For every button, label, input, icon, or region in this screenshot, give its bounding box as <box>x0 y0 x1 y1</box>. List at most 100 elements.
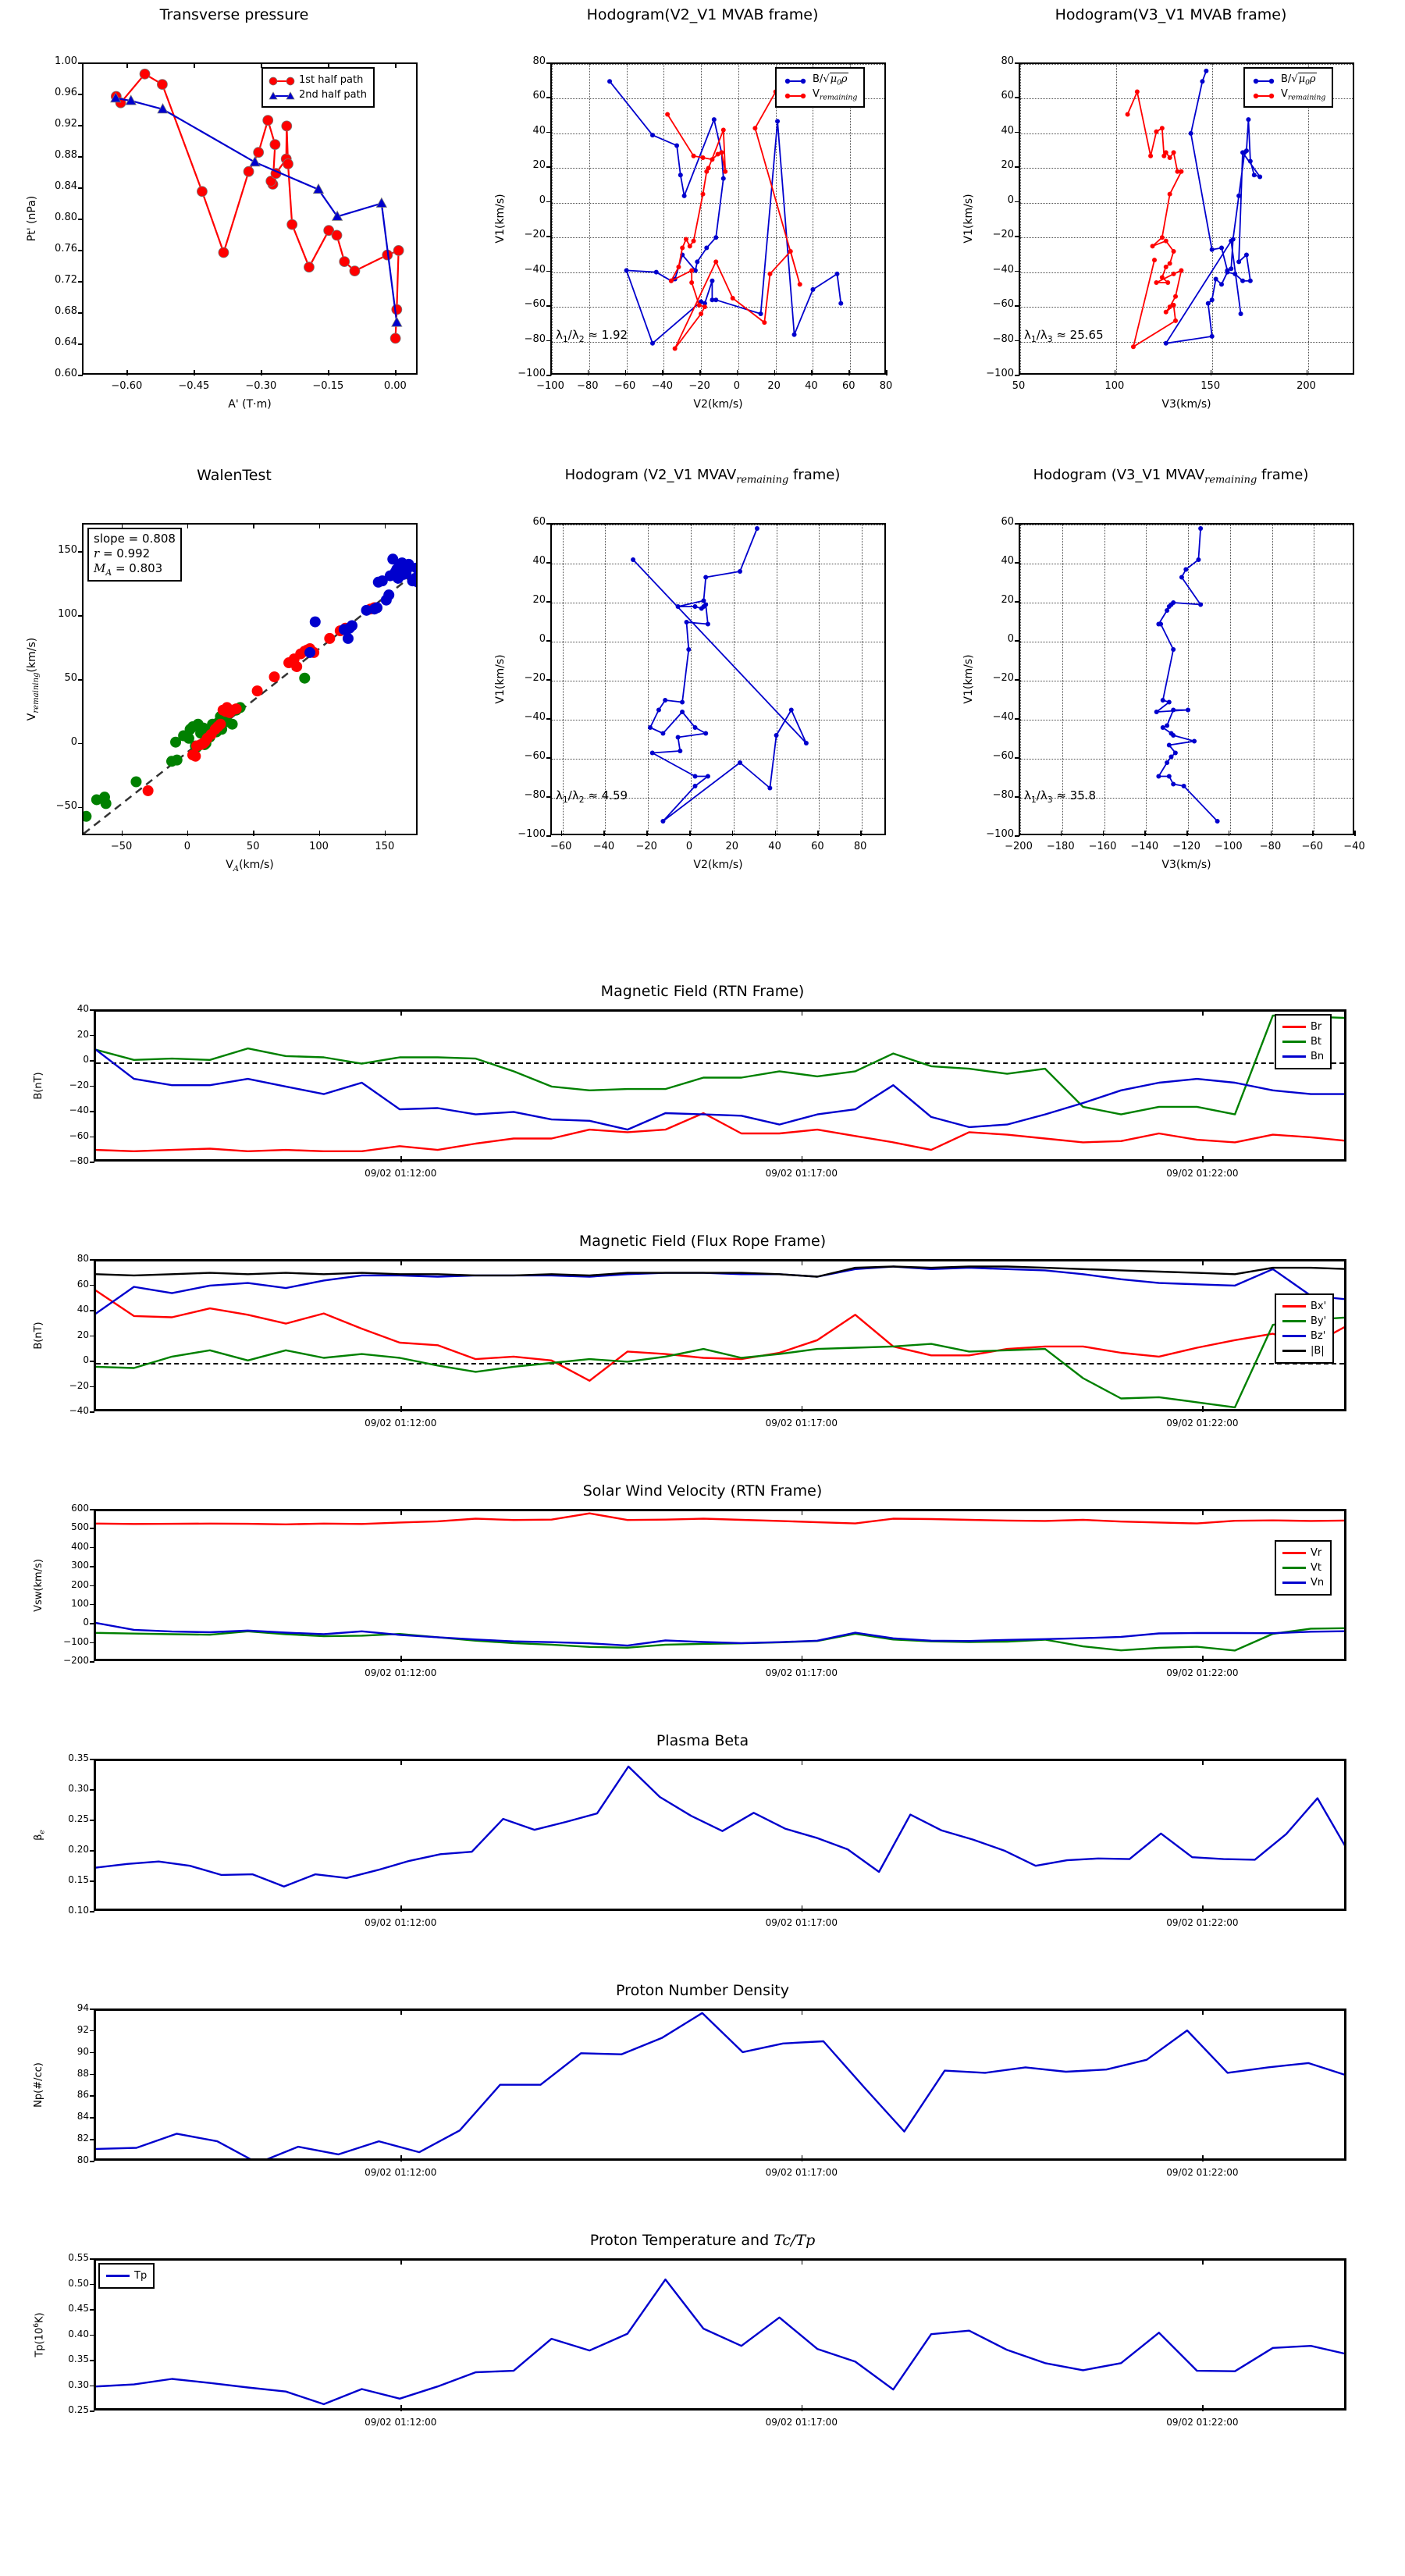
y-tick-label: 0 <box>83 1617 89 1628</box>
x-tick-mark <box>860 831 862 836</box>
legend-line <box>1282 1041 1306 1043</box>
y-axis-label: Vsw(km/s) <box>33 1558 44 1612</box>
y-tick-label: −40 <box>524 263 546 276</box>
y-tick-mark <box>1015 97 1019 98</box>
x-tick-label: −120 <box>1172 841 1200 852</box>
y-tick-label: 86 <box>76 2089 89 2101</box>
legend-marker <box>1251 76 1276 85</box>
x-tick-mark <box>318 831 321 836</box>
y-tick-mark <box>546 523 551 525</box>
y-tick-label: −40 <box>524 711 546 723</box>
y-tick-label: 40 <box>532 555 546 567</box>
x-tick-label: 50 <box>1012 380 1026 392</box>
legend-label: B/√μ0ρ <box>813 72 848 87</box>
y-tick-label: 82 <box>76 2133 89 2144</box>
x-tick-label: 20 <box>725 841 739 852</box>
y-tick-mark <box>90 1411 94 1413</box>
gridline-vertical <box>1020 525 1022 834</box>
x-tick-label: −160 <box>1088 841 1117 852</box>
x-axis-label: V2(km/s) <box>693 398 743 411</box>
series-b-sqrt-mu0-rho- <box>1163 68 1263 346</box>
x-tick-mark <box>646 831 648 836</box>
y-tick-label: 0.35 <box>68 2354 89 2364</box>
x-tick-mark <box>400 1406 402 1412</box>
title-subscript: remaining <box>1204 474 1257 486</box>
y-tick-mark <box>1015 562 1019 564</box>
y-tick-mark <box>90 1546 94 1549</box>
x-tick-mark <box>1144 831 1146 836</box>
legend-line <box>1282 1320 1306 1322</box>
series-br <box>96 1112 1344 1152</box>
title-math: Tc/Tp <box>774 2232 816 2249</box>
y-tick-label: −100 <box>518 368 546 379</box>
x-tick-mark <box>699 370 701 375</box>
y-tick-label: 0.60 <box>55 368 77 379</box>
x-tick-label: 09/02 01:12:00 <box>365 2167 437 2178</box>
gridline-horizontal <box>1020 564 1353 565</box>
x-tick-label: −60 <box>1301 841 1323 852</box>
y-tick-mark <box>1015 679 1019 681</box>
gridline-horizontal <box>552 681 884 682</box>
x-tick-mark <box>1186 831 1188 836</box>
y-tick-mark <box>78 156 83 158</box>
y-axis-label: B(nT) <box>33 1321 44 1350</box>
x-tick-label: −50 <box>110 841 133 852</box>
x-tick-label: 0 <box>183 841 191 852</box>
x-tick-mark <box>1202 1406 1204 1412</box>
y-tick-label: −20 <box>524 672 546 684</box>
y-tick-mark <box>78 219 83 220</box>
y-tick-mark <box>1015 640 1019 642</box>
gridline-horizontal <box>552 168 884 169</box>
eigenvalue-ratio-annotation: λ1/λ3 ≈ 25.65 <box>1024 328 1104 344</box>
y-tick-label: −40 <box>992 263 1014 276</box>
gridline-vertical <box>589 64 591 373</box>
gridline-horizontal <box>1020 202 1353 205</box>
y-axis-label: Pt' (nPa) <box>26 195 38 242</box>
x-tick-mark-top <box>801 1759 803 1765</box>
y-tick-label: −80 <box>524 333 546 345</box>
x-tick-mark <box>400 2405 402 2411</box>
x-tick-mark <box>395 370 397 375</box>
gridline-horizontal <box>552 525 884 526</box>
y-tick-mark <box>546 796 551 798</box>
x-tick-mark <box>550 370 552 375</box>
legend-line <box>1282 1582 1306 1584</box>
y-tick-label: 0.68 <box>55 305 77 317</box>
x-tick-label: 09/02 01:12:00 <box>365 1917 437 1928</box>
legend-entry: Vn <box>1282 1575 1324 1590</box>
x-tick-label: 50 <box>246 841 260 852</box>
panel-hodogram-v3v1-mvav: Hodogram (V3_V1 MVAVremaining frame) −10… <box>937 461 1405 913</box>
x-tick-mark <box>121 831 123 836</box>
y-tick-label: 600 <box>71 1503 89 1514</box>
series-b-sqrt-mu0-rho- <box>631 526 809 824</box>
gridline-horizontal <box>552 341 884 343</box>
y-tick-mark <box>78 125 83 126</box>
y-tick-mark <box>1015 757 1019 759</box>
y-axis-label: V1(km/s) <box>962 654 975 704</box>
x-tick-label: 09/02 01:22:00 <box>1166 2167 1239 2178</box>
x-tick-label: 09/02 01:17:00 <box>765 1917 838 1928</box>
y-tick-label: 0.35 <box>68 1752 89 1763</box>
y-tick-label: −20 <box>69 1079 89 1091</box>
y-tick-mark <box>78 615 83 617</box>
y-tick-label: 500 <box>71 1521 89 1533</box>
x-tick-mark <box>261 370 262 375</box>
gridline-horizontal <box>1020 798 1353 799</box>
y-tick-label: 0.30 <box>68 2379 89 2390</box>
x-tick-label: 09/02 01:22:00 <box>1166 1667 1239 1678</box>
y-tick-label: −40 <box>69 1105 89 1115</box>
gridline-horizontal <box>1020 720 1353 721</box>
x-axis-label: VA(km/s) <box>226 859 274 873</box>
y-tick-mark <box>90 2385 94 2386</box>
x-tick-mark <box>1202 1156 1204 1162</box>
y-tick-mark <box>78 375 83 376</box>
y-tick-mark <box>546 270 551 272</box>
x-tick-label: 150 <box>375 841 395 852</box>
y-tick-mark <box>1015 340 1019 342</box>
y-tick-label: 0.72 <box>55 274 77 286</box>
series--b- <box>96 1265 1344 1278</box>
y-tick-mark <box>546 340 551 342</box>
y-tick-label: 94 <box>76 2002 89 2013</box>
plot-area <box>94 1509 1346 1661</box>
x-tick-label: −180 <box>1046 841 1075 852</box>
